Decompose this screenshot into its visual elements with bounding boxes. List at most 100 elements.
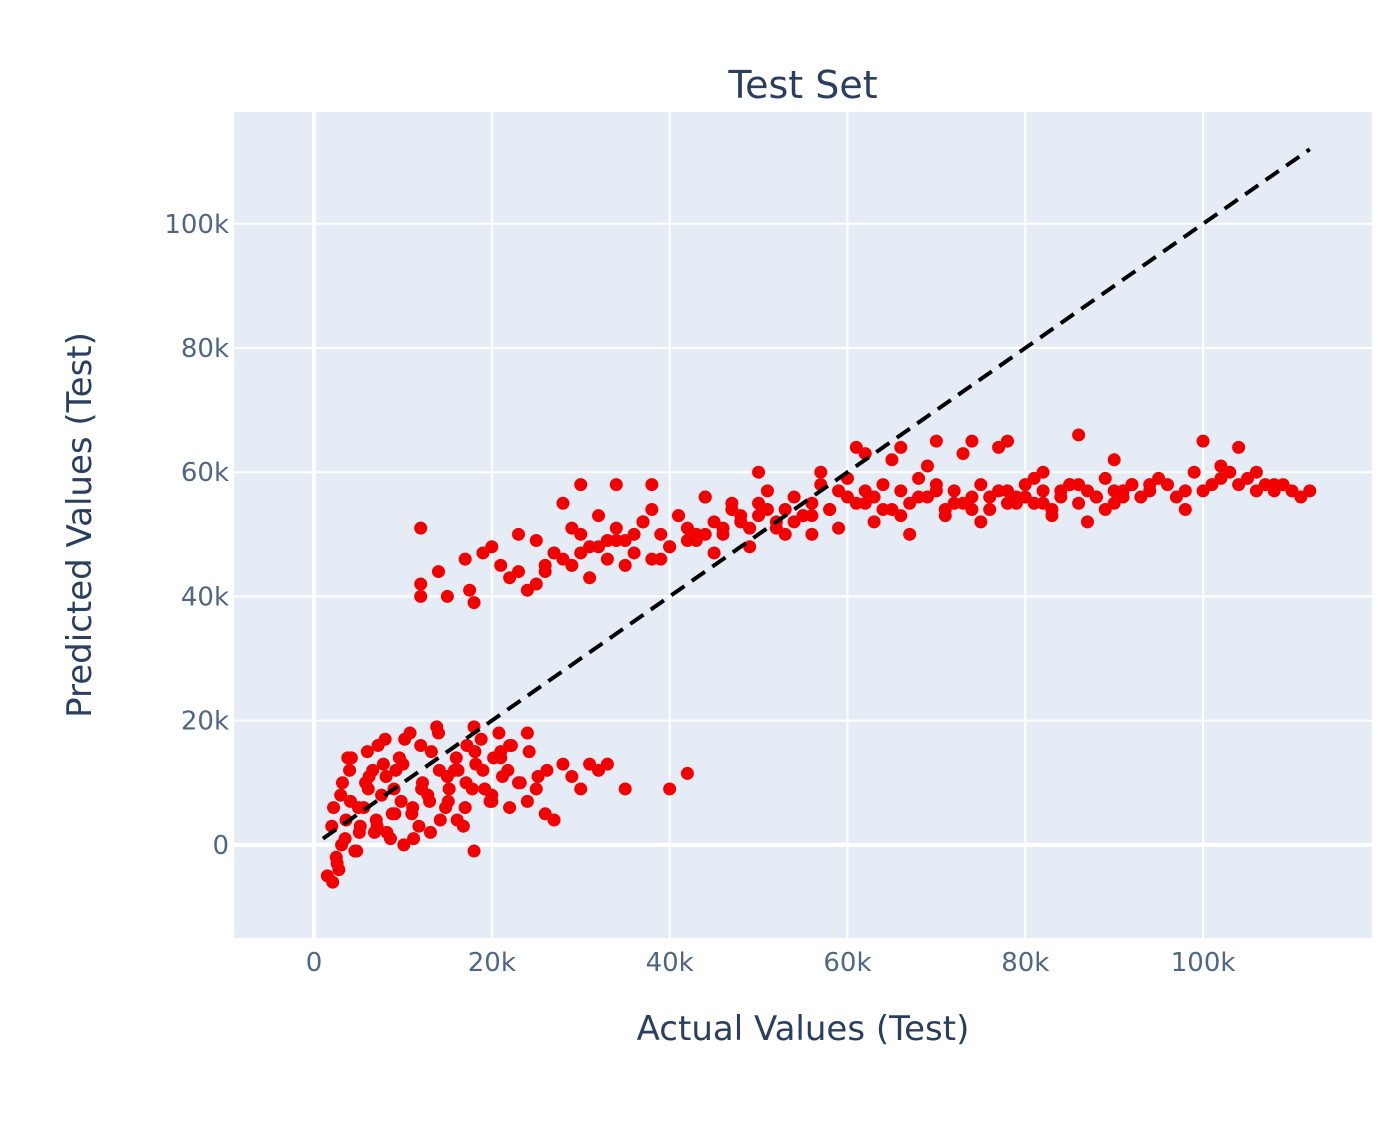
data-point bbox=[440, 589, 454, 603]
data-point bbox=[600, 757, 614, 771]
data-point bbox=[1009, 496, 1023, 510]
y-tick-label: 80k bbox=[181, 334, 229, 364]
data-point bbox=[663, 782, 677, 796]
data-point bbox=[375, 788, 389, 802]
data-point bbox=[1178, 502, 1192, 516]
data-point bbox=[947, 484, 961, 498]
data-point bbox=[389, 763, 403, 777]
data-point bbox=[565, 770, 579, 784]
data-point bbox=[894, 509, 908, 523]
data-point bbox=[583, 571, 597, 585]
data-point bbox=[1081, 515, 1094, 529]
data-point bbox=[341, 751, 355, 765]
data-point bbox=[449, 751, 463, 765]
data-point bbox=[335, 776, 349, 790]
data-point bbox=[760, 484, 774, 498]
data-point bbox=[787, 490, 801, 504]
data-point bbox=[414, 589, 428, 603]
data-point bbox=[627, 546, 641, 560]
data-point bbox=[778, 527, 792, 541]
data-point bbox=[760, 502, 774, 516]
data-point bbox=[858, 496, 872, 510]
data-point bbox=[654, 527, 668, 541]
data-point bbox=[343, 794, 357, 808]
data-point bbox=[734, 515, 748, 529]
data-point bbox=[1143, 478, 1157, 492]
data-point bbox=[432, 763, 446, 777]
data-point bbox=[431, 565, 445, 579]
data-point bbox=[540, 763, 554, 777]
y-tick-label: 0 bbox=[212, 831, 229, 861]
data-points bbox=[320, 428, 1317, 889]
data-point bbox=[609, 534, 623, 548]
data-point bbox=[1000, 434, 1014, 448]
data-point bbox=[823, 502, 837, 516]
data-point bbox=[366, 763, 380, 777]
data-point bbox=[520, 726, 534, 740]
data-point bbox=[840, 490, 854, 504]
reference-line-group bbox=[321, 147, 1311, 841]
y-tick-label: 20k bbox=[181, 707, 229, 737]
data-point bbox=[403, 726, 417, 740]
data-point bbox=[654, 552, 668, 566]
data-point bbox=[609, 478, 623, 492]
data-point bbox=[983, 490, 997, 504]
data-point bbox=[565, 521, 579, 535]
data-point bbox=[1000, 484, 1014, 498]
data-point bbox=[463, 583, 477, 597]
data-point bbox=[698, 527, 712, 541]
data-point bbox=[814, 465, 828, 479]
data-point bbox=[876, 478, 890, 492]
data-point bbox=[326, 875, 340, 889]
data-point bbox=[424, 745, 438, 759]
data-point bbox=[376, 757, 390, 771]
data-point bbox=[1267, 478, 1281, 492]
data-point bbox=[501, 763, 515, 777]
data-point bbox=[912, 490, 926, 504]
data-point bbox=[912, 471, 926, 485]
data-point bbox=[529, 577, 543, 591]
data-point bbox=[406, 801, 420, 815]
data-point bbox=[334, 788, 348, 802]
data-point bbox=[485, 540, 499, 554]
x-tick-label: 20k bbox=[468, 948, 516, 978]
data-point bbox=[618, 558, 632, 572]
data-point bbox=[592, 509, 606, 523]
data-point bbox=[600, 552, 614, 566]
data-point bbox=[494, 751, 508, 765]
data-point bbox=[370, 819, 384, 833]
data-point bbox=[397, 838, 411, 852]
data-point bbox=[1036, 496, 1050, 510]
data-point bbox=[1187, 465, 1201, 479]
data-point bbox=[947, 496, 961, 510]
data-point bbox=[522, 745, 536, 759]
data-point bbox=[965, 502, 979, 516]
data-point bbox=[698, 490, 712, 504]
data-point bbox=[876, 502, 890, 516]
data-point bbox=[805, 509, 819, 523]
data-point bbox=[1232, 440, 1246, 454]
data-point bbox=[645, 552, 659, 566]
data-point bbox=[503, 801, 517, 815]
data-point bbox=[689, 527, 703, 541]
data-point bbox=[407, 832, 421, 846]
data-point bbox=[983, 502, 997, 516]
data-point bbox=[627, 527, 641, 541]
data-point bbox=[415, 782, 429, 796]
data-point bbox=[494, 558, 508, 572]
data-point bbox=[778, 502, 792, 516]
data-point bbox=[574, 782, 588, 796]
data-point bbox=[1116, 490, 1130, 504]
data-point bbox=[513, 776, 527, 790]
data-point bbox=[672, 509, 686, 523]
y-tick-label: 60k bbox=[181, 458, 229, 488]
data-point bbox=[360, 745, 374, 759]
data-point bbox=[929, 484, 943, 498]
data-point bbox=[467, 844, 481, 858]
data-point bbox=[618, 782, 632, 796]
data-point bbox=[680, 766, 694, 780]
data-point bbox=[1178, 484, 1192, 498]
data-point bbox=[974, 478, 988, 492]
data-point bbox=[442, 782, 456, 796]
data-point bbox=[450, 813, 464, 827]
